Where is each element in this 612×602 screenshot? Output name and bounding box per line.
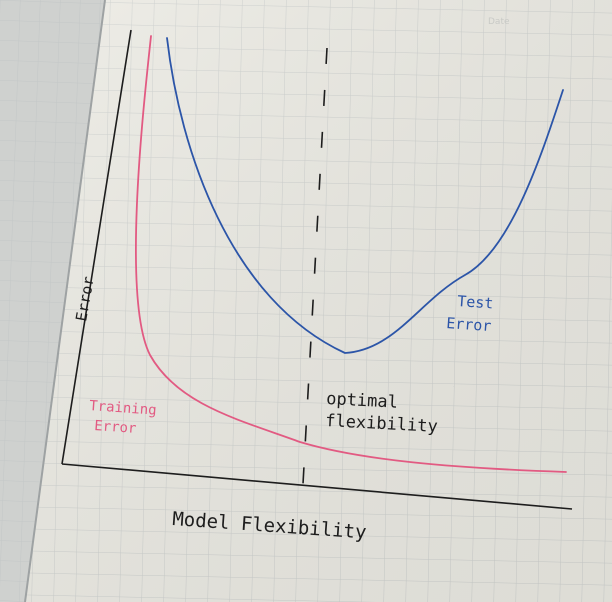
training-error-curve	[135, 35, 567, 473]
training-error-label-line1: Training	[89, 398, 157, 419]
y-axis-line	[61, 29, 132, 465]
test-error-label-line1: Test	[457, 292, 494, 312]
x-axis-line	[61, 463, 573, 510]
back-page	[0, 0, 105, 602]
training-error-label-line2: Error	[94, 418, 137, 437]
optimal-dashed-line	[302, 47, 328, 485]
notebook-page	[24, 0, 612, 602]
corner-date-label: Date	[488, 17, 510, 27]
test-error-label-line2: Error	[446, 314, 492, 335]
test-error-curve	[166, 37, 564, 354]
optimal-flexibility-label-line1: optimal	[326, 389, 399, 413]
